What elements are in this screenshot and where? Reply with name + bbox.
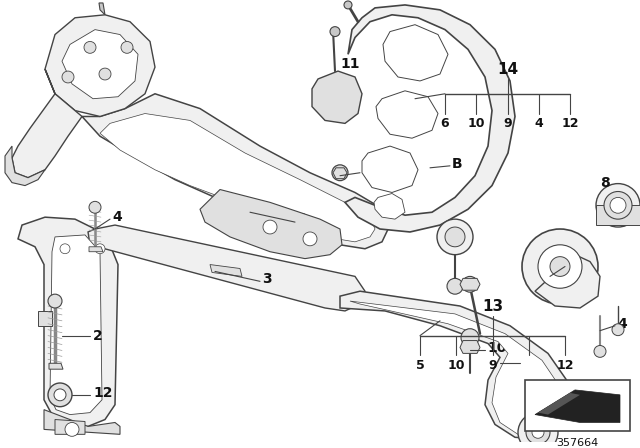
Polygon shape xyxy=(350,301,565,437)
Circle shape xyxy=(48,383,72,407)
Circle shape xyxy=(532,426,544,438)
Text: A: A xyxy=(522,354,532,368)
Polygon shape xyxy=(345,5,515,232)
Text: 10: 10 xyxy=(467,117,485,130)
Circle shape xyxy=(99,68,111,80)
Circle shape xyxy=(538,245,582,288)
Polygon shape xyxy=(333,168,347,179)
Circle shape xyxy=(604,191,632,219)
Text: 3: 3 xyxy=(262,272,271,286)
Polygon shape xyxy=(596,205,640,225)
Circle shape xyxy=(522,229,598,304)
Polygon shape xyxy=(374,194,405,219)
Polygon shape xyxy=(535,390,620,422)
Text: 9: 9 xyxy=(362,164,372,178)
Bar xyxy=(525,380,630,431)
Polygon shape xyxy=(50,235,102,414)
Polygon shape xyxy=(49,363,63,369)
Polygon shape xyxy=(82,94,390,249)
Circle shape xyxy=(596,184,640,227)
Text: 5: 5 xyxy=(415,359,424,372)
Circle shape xyxy=(332,165,348,181)
Polygon shape xyxy=(99,3,105,15)
Text: 6: 6 xyxy=(441,117,449,130)
Polygon shape xyxy=(12,69,82,178)
Circle shape xyxy=(462,276,478,292)
Text: B: B xyxy=(452,157,463,171)
Polygon shape xyxy=(88,225,365,311)
Circle shape xyxy=(445,227,465,247)
Polygon shape xyxy=(89,247,103,252)
Polygon shape xyxy=(383,25,448,81)
Circle shape xyxy=(344,1,352,9)
Circle shape xyxy=(48,294,62,308)
Text: 8: 8 xyxy=(600,176,610,190)
Text: 10: 10 xyxy=(487,341,506,355)
Circle shape xyxy=(263,220,277,234)
Polygon shape xyxy=(340,291,575,439)
Text: 4: 4 xyxy=(617,317,627,331)
Circle shape xyxy=(54,389,66,401)
Circle shape xyxy=(65,422,79,436)
Circle shape xyxy=(518,413,558,448)
Circle shape xyxy=(461,329,479,346)
Polygon shape xyxy=(460,340,480,353)
Text: 2: 2 xyxy=(93,329,103,343)
Polygon shape xyxy=(62,30,138,99)
Text: 1: 1 xyxy=(297,212,307,226)
Circle shape xyxy=(84,42,96,53)
Polygon shape xyxy=(200,190,342,258)
Circle shape xyxy=(610,198,626,213)
Text: 14: 14 xyxy=(497,61,518,77)
Polygon shape xyxy=(538,393,580,414)
Text: 7: 7 xyxy=(567,258,577,271)
Polygon shape xyxy=(5,146,45,185)
Text: 4: 4 xyxy=(524,359,533,372)
Circle shape xyxy=(612,324,624,336)
Circle shape xyxy=(330,26,340,37)
Polygon shape xyxy=(45,15,155,116)
Polygon shape xyxy=(18,217,118,426)
Polygon shape xyxy=(460,278,480,290)
Polygon shape xyxy=(535,254,600,308)
Text: 13: 13 xyxy=(482,298,503,314)
Text: 9: 9 xyxy=(503,117,512,130)
Text: 9: 9 xyxy=(488,359,497,372)
Polygon shape xyxy=(55,419,85,434)
Polygon shape xyxy=(210,265,242,276)
Text: 12: 12 xyxy=(561,117,579,130)
Text: 12: 12 xyxy=(93,386,113,400)
Circle shape xyxy=(95,244,105,254)
Polygon shape xyxy=(44,409,120,434)
Text: 12: 12 xyxy=(556,359,573,372)
Circle shape xyxy=(447,278,463,294)
Circle shape xyxy=(550,257,570,276)
Circle shape xyxy=(594,345,606,358)
Circle shape xyxy=(62,71,74,83)
Circle shape xyxy=(60,244,70,254)
Polygon shape xyxy=(38,311,52,326)
Text: 10: 10 xyxy=(447,359,465,372)
Text: 357664: 357664 xyxy=(556,438,598,448)
Polygon shape xyxy=(312,71,362,123)
Circle shape xyxy=(437,219,473,254)
Polygon shape xyxy=(362,146,418,193)
Polygon shape xyxy=(100,113,375,242)
Text: 4: 4 xyxy=(534,117,543,130)
Polygon shape xyxy=(376,91,438,138)
Circle shape xyxy=(121,42,133,53)
Text: 11: 11 xyxy=(340,57,360,71)
Text: 4: 4 xyxy=(112,210,122,224)
Circle shape xyxy=(89,201,101,213)
Circle shape xyxy=(303,232,317,246)
Circle shape xyxy=(526,421,550,444)
